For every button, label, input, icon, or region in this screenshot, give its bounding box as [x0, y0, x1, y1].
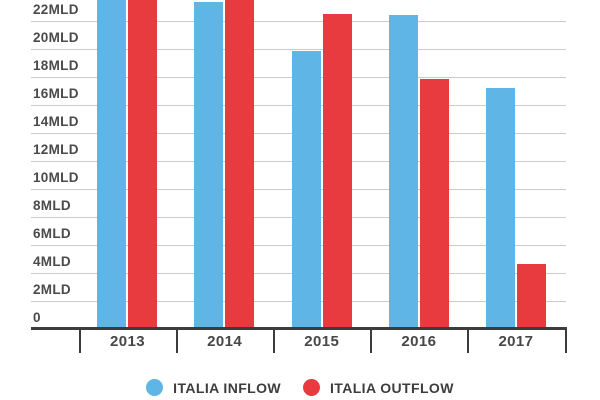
bar-2016-italia-outflow [419, 79, 449, 327]
x-axis-tick [467, 330, 470, 353]
legend-item-italia-inflow: ITALIA INFLOW [146, 379, 281, 396]
gridline-20mld [31, 49, 566, 50]
y-axis-tick-label-12mld: 12MLD [33, 142, 79, 157]
bar-2016-italia-inflow [388, 15, 418, 327]
legend-label-italia-outflow: ITALIA OUTFLOW [330, 379, 454, 396]
y-axis-tick-label-16mld: 16MLD [33, 86, 79, 101]
bar-2015-italia-inflow [291, 51, 321, 327]
gridline-22mld [31, 21, 566, 22]
x-axis-label-2017: 2017 [498, 333, 534, 350]
bar-2017-italia-outflow [516, 264, 546, 327]
x-axis-label-2014: 2014 [207, 333, 243, 350]
x-axis-label-2016: 2016 [401, 333, 437, 350]
y-axis-tick-label-20mld: 20MLD [33, 30, 79, 45]
bar-2013-italia-inflow [97, 0, 127, 327]
legend-swatch-outflow-icon [303, 379, 321, 396]
y-axis-tick-label-10mld: 10MLD [33, 170, 79, 185]
legend: ITALIA INFLOW ITALIA OUTFLOW [0, 379, 600, 396]
legend-swatch-inflow-icon [146, 379, 164, 396]
y-axis-tick-label-8mld: 8MLD [33, 198, 71, 213]
y-axis-tick-label-6mld: 6MLD [33, 226, 71, 241]
x-axis-tick [370, 330, 373, 353]
x-axis-tick [176, 330, 179, 353]
bar-2014-italia-outflow [225, 0, 255, 327]
bar-2017-italia-inflow [485, 88, 515, 327]
y-axis-tick-label-4mld: 4MLD [33, 254, 71, 269]
y-axis-tick-label-0: 0 [33, 310, 41, 325]
x-axis-tick [564, 330, 567, 353]
y-axis-tick-label-22mld: 22MLD [33, 2, 79, 17]
x-axis-label-2013: 2013 [110, 333, 146, 350]
bar-2014-italia-inflow [194, 2, 224, 327]
y-axis-tick-label-14mld: 14MLD [33, 114, 79, 129]
legend-label-italia-inflow: ITALIA INFLOW [173, 379, 282, 396]
x-axis-tick [273, 330, 276, 353]
y-axis-tick-label-18mld: 18MLD [33, 58, 79, 73]
bar-2015-italia-outflow [322, 14, 352, 327]
bar-2013-italia-outflow [128, 0, 158, 327]
x-axis-label-2015: 2015 [304, 333, 340, 350]
x-axis-line [31, 327, 567, 330]
y-axis-tick-label-2mld: 2MLD [33, 282, 71, 297]
legend-item-italia-outflow: ITALIA OUTFLOW [303, 379, 454, 396]
x-axis-tick [79, 330, 81, 353]
